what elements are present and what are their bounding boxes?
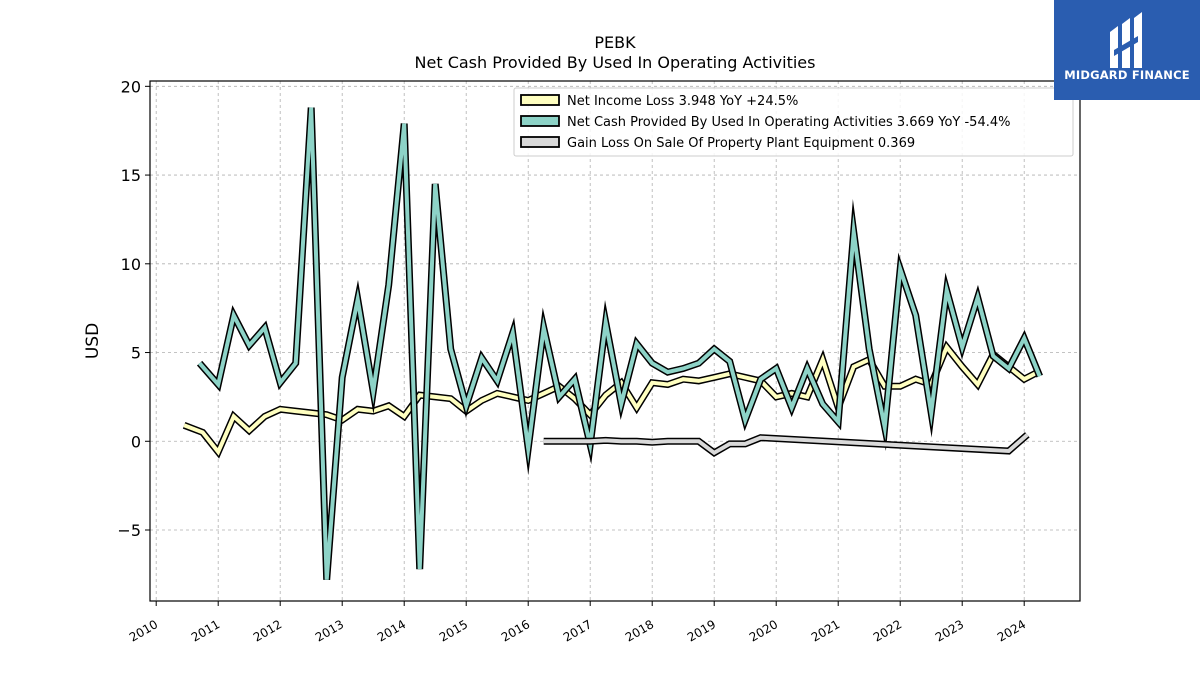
x-axis: 2010 2011 2012 2013 2014 2015 2016 2017 2018 2019…: [127, 601, 1028, 645]
y-axis-label: USD: [83, 323, 103, 359]
series-1: [182, 340, 1042, 459]
legend-swatch: [520, 94, 560, 106]
legend: Net Income Loss 3.948 YoY +24.5% Net Cash…: [513, 87, 1074, 157]
y-tick-label: 20: [121, 77, 141, 96]
series-3: [543, 432, 1030, 457]
legend-swatch: [520, 115, 560, 127]
y-tick-label: 10: [121, 255, 141, 274]
chart-title: PEBK: [594, 33, 636, 52]
x-tick-label: 2010: [127, 617, 160, 644]
x-tick-label: 2011: [189, 617, 222, 644]
x-tick-label: 2012: [251, 617, 284, 644]
y-tick-label: 15: [121, 166, 141, 185]
legend-swatch: [520, 136, 560, 148]
x-tick-label: 2023: [933, 617, 966, 644]
legend-label: Net Cash Provided By Used In Operating A…: [567, 115, 1010, 130]
x-tick-label: 2015: [437, 617, 470, 644]
series-line: [198, 107, 1042, 580]
series-line: [183, 343, 1041, 456]
series-line: [543, 433, 1029, 456]
chart-subtitle: Net Cash Provided By Used In Operating A…: [415, 53, 816, 72]
legend-label: Net Income Loss 3.948 YoY +24.5%: [567, 94, 798, 109]
x-tick-label: 2024: [995, 617, 1028, 644]
x-tick-label: 2014: [375, 617, 408, 644]
series-layer: [182, 107, 1043, 580]
x-tick-label: 2021: [809, 617, 842, 644]
y-tick-label: 0: [131, 432, 141, 451]
legend-label: Gain Loss On Sale Of Property Plant Equi…: [567, 136, 915, 151]
logo-mark-icon: [1110, 12, 1142, 68]
y-tick-label: −5: [117, 521, 141, 540]
y-axis: −5 0 5 10 15 20: [117, 77, 150, 540]
x-tick-label: 2013: [313, 617, 346, 644]
x-tick-label: 2018: [623, 617, 656, 644]
x-tick-label: 2022: [871, 617, 904, 644]
plot-frame: [149, 80, 1081, 602]
x-tick-label: 2020: [747, 617, 780, 644]
x-tick-label: 2016: [499, 617, 532, 644]
x-tick-label: 2017: [561, 617, 594, 644]
y-tick-label: 5: [131, 344, 141, 363]
brand-logo: MIDGARD FINANCE: [1054, 0, 1200, 100]
x-tick-label: 2019: [685, 617, 718, 644]
series-2: [196, 107, 1043, 580]
brand-name: MIDGARD FINANCE: [1064, 68, 1190, 82]
